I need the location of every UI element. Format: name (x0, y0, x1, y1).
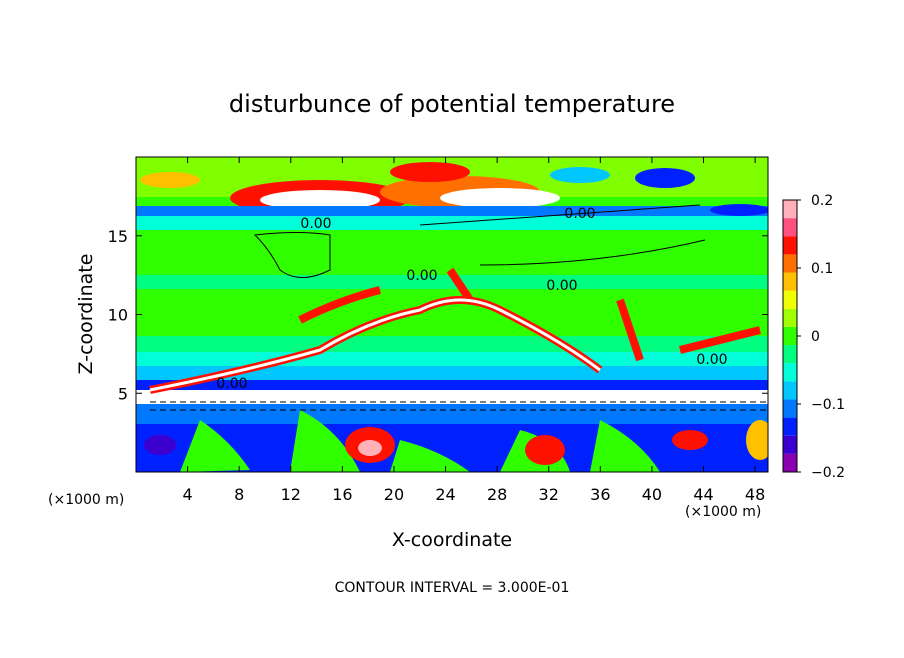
colorbar-swatch (783, 417, 797, 436)
colorbar-swatch (783, 200, 797, 219)
y-tick-label: 5 (118, 384, 128, 403)
colorbar-swatch (783, 254, 797, 273)
x-unit: (×1000 m) (685, 504, 761, 520)
x-tick-label: 20 (384, 485, 404, 504)
chart-title: disturbunce of potential temperature (229, 90, 675, 118)
colorbar-tick-label: 0.2 (811, 193, 833, 209)
colorbar-swatch (783, 236, 797, 255)
x-tick-label: 16 (332, 485, 352, 504)
colorbar-swatch (783, 363, 797, 382)
colorbar-swatch (783, 453, 797, 472)
colorbar-swatch (783, 435, 797, 454)
contour-label: 0.00 (300, 216, 331, 232)
colorbar-tick-label: −0.1 (811, 397, 845, 413)
x-tick-label: 4 (182, 485, 192, 504)
contour-label: 0.00 (564, 206, 595, 222)
x-tick-label: 44 (693, 485, 713, 504)
x-tick-label: 8 (234, 485, 244, 504)
contour-label: 0.00 (406, 268, 437, 284)
colorbar-swatch (783, 326, 797, 346)
colorbar-swatch (783, 399, 797, 418)
contour-label: 0.00 (216, 376, 247, 392)
contour-label: 0.00 (546, 278, 577, 294)
x-tick-label: 48 (745, 485, 765, 504)
contour-field (136, 157, 768, 472)
colorbar-swatch (783, 290, 797, 309)
y-unit: (×1000 m) (48, 492, 124, 508)
y-axis-label: Z-coordinate (75, 254, 97, 375)
x-tick-label: 36 (590, 485, 610, 504)
colorbar-tick-label: 0.1 (811, 261, 833, 277)
colorbar-swatch (783, 345, 797, 364)
contour-label: 0.00 (696, 352, 727, 368)
colorbar-swatch (783, 272, 797, 291)
colorbar-swatch (783, 218, 797, 237)
colorbar-swatch (783, 381, 797, 400)
x-tick-label: 28 (487, 485, 507, 504)
x-tick-label: 24 (435, 485, 455, 504)
x-tick-label: 12 (281, 485, 301, 504)
colorbar-tick-label: 0 (811, 329, 820, 345)
y-tick-label: 15 (108, 227, 128, 246)
x-tick-label: 40 (642, 485, 662, 504)
y-tick-label: 10 (108, 306, 128, 325)
x-axis-label: X-coordinate (392, 529, 512, 551)
x-tick-label: 32 (539, 485, 559, 504)
colorbar-swatch (783, 308, 797, 327)
footer: CONTOUR INTERVAL = 3.000E-01 (335, 580, 570, 596)
colorbar-tick-label: −0.2 (811, 465, 845, 481)
